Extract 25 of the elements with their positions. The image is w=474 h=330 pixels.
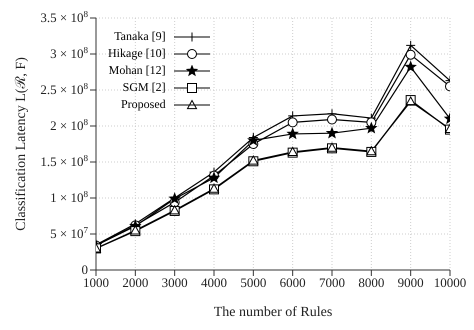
- x-tick-label: 10000: [434, 275, 466, 290]
- x-tick-label: 4000: [201, 275, 227, 290]
- x-tick-label: 1000: [83, 275, 109, 290]
- y-tick-label: 1 × 10$^{8}$: [50, 189, 88, 205]
- y-tick-label: 2.5 × 10$^{8}$: [40, 81, 88, 97]
- legend-label: Hikage [10]: [108, 46, 166, 61]
- y-tick-label: 1.5 × 10$^{8}$: [40, 153, 88, 169]
- x-tick-label: 2000: [122, 275, 148, 290]
- legend-label: Tanaka [9]: [114, 29, 166, 44]
- x-tick-label: 9000: [398, 275, 424, 290]
- y-tick-label: 3.5 × 10$^{8}$: [40, 9, 88, 25]
- y-tick-label: 2 × 10$^{8}$: [50, 117, 88, 133]
- y-axis-title: Classification Latency L(ℛ, F): [14, 56, 29, 231]
- x-axis-title: The number of Rules: [214, 304, 332, 320]
- legend-label: Mohan [12]: [108, 63, 166, 78]
- y-tick-label: 5 × 10$^{7}$: [50, 225, 88, 241]
- x-tick-label: 7000: [319, 275, 345, 290]
- y-tick-label: 0: [82, 262, 88, 277]
- x-tick-label: 5000: [240, 275, 266, 290]
- x-tick-label: 3000: [162, 275, 188, 290]
- x-tick-label: 8000: [358, 275, 384, 290]
- x-tick-label: 6000: [280, 275, 306, 290]
- y-tick-label: 3 × 10$^{8}$: [50, 45, 88, 61]
- legend-label: Proposed: [120, 97, 166, 112]
- legend-label: SGM [2]: [122, 80, 166, 95]
